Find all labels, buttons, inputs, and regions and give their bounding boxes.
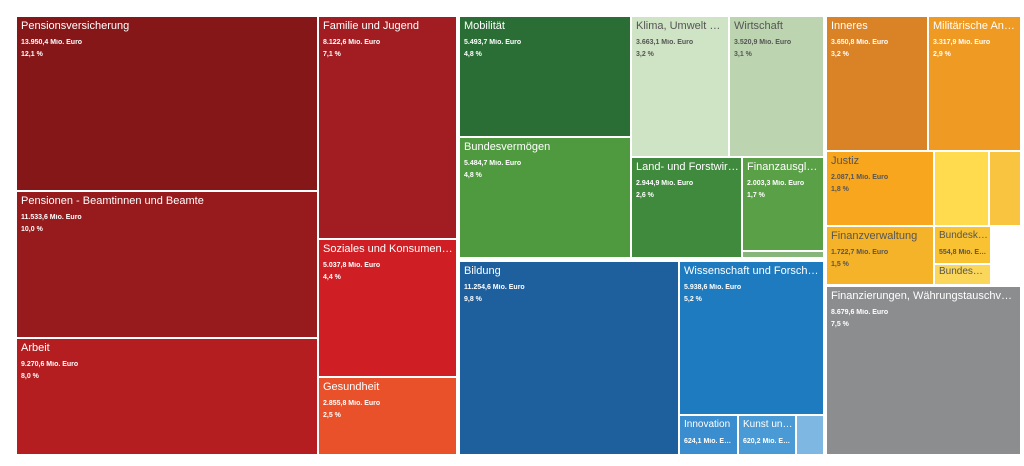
- treemap-tile[interactable]: Finanzierungen, Währungstauschverträge 8.…: [827, 287, 1020, 454]
- tile-value: 5.493,7 Mio. Euro: [464, 39, 522, 46]
- tile-value: 8.679,6 Mio. Euro: [831, 309, 889, 316]
- tile-percent: 4,8 %: [464, 51, 482, 58]
- tile-value: 11.254,6 Mio. Euro: [464, 284, 525, 291]
- tile-value: 2.087,1 Mio. Euro: [831, 174, 889, 181]
- tile-value: 620,2 Mio. Euro: [743, 438, 793, 445]
- tile-percent: 2,6 %: [636, 192, 654, 199]
- treemap-tile[interactable]: Wirtschaft 3.520,9 Mio. Euro 3,1 %: [730, 17, 823, 156]
- tile-value: 5.938,6 Mio. Euro: [684, 284, 742, 291]
- tile-label: Wissenschaft und Forschung: [684, 265, 821, 277]
- tile-value: 8.122,6 Mio. Euro: [323, 39, 381, 46]
- treemap-tile[interactable]: Soziales und Konsumentenschutz 5.037,8 Mi…: [319, 240, 456, 376]
- tile-label: Mobilität: [464, 20, 505, 32]
- tile-percent: 2,5 %: [323, 412, 341, 419]
- tile-value: 1.722,7 Mio. Euro: [831, 249, 889, 256]
- treemap-tile[interactable]: Mobilität 5.493,7 Mio. Euro 4,8 %: [460, 17, 630, 136]
- tile-percent: 3,1 %: [734, 51, 752, 58]
- tile-value: 554,8 Mio. Euro: [939, 249, 988, 256]
- tile-label: Klima, Umwelt und Energie: [636, 20, 726, 32]
- tile-label: Land- und Forstwirtschaft: [636, 161, 739, 173]
- tile-label: Familie und Jugend: [323, 20, 420, 32]
- treemap-tile[interactable]: Familie und Jugend 8.122,6 Mio. Euro 7,1 %: [319, 17, 456, 238]
- tile-percent: 9,8 %: [464, 296, 482, 303]
- tile-percent: 1,7 %: [747, 192, 765, 199]
- tile-label: Soziales und Konsumentenschutz: [323, 243, 454, 255]
- tile-label: Pensionsversicherung: [21, 20, 130, 32]
- tile-percent: 3,2 %: [831, 51, 849, 58]
- treemap-tile[interactable]: Justiz 2.087,1 Mio. Euro 1,8 %: [827, 152, 933, 225]
- tile-percent: 7,5 %: [831, 321, 849, 328]
- tile-label: Wirtschaft: [734, 20, 783, 32]
- treemap-tile[interactable]: Finanzausgleich 2.003,3 Mio. Euro 1,7 %: [743, 158, 823, 250]
- tile-value: 3.650,8 Mio. Euro: [831, 39, 889, 46]
- treemap-tile[interactable]: Pensionsversicherung 13.950,4 Mio. Euro 12…: [17, 17, 317, 190]
- tile-label: Gesundheit: [323, 381, 380, 393]
- treemap-tile[interactable]: Bildung 11.254,6 Mio. Euro 9,8 %: [460, 262, 678, 454]
- treemap-tile[interactable]: Militärische Angelegenheiten 3.317,9 Mio.…: [929, 17, 1020, 150]
- tile-percent: 5,2 %: [684, 296, 702, 303]
- tile-percent: 7,1 %: [323, 51, 341, 58]
- tile-value: 11.533,6 Mio. Euro: [21, 214, 82, 221]
- treemap-tile[interactable]: Innovation 624,1 Mio. Euro: [680, 416, 737, 454]
- tile-label: Pensionen - Beamtinnen und Beamte: [21, 195, 204, 207]
- treemap-tile[interactable]: Arbeit 9.270,6 Mio. Euro 8,0 %: [17, 339, 317, 454]
- tile-label: Inneres: [831, 20, 868, 32]
- treemap-tile[interactable]: Land- und Forstwirtschaft 2.944,9 Mio. Eu…: [632, 158, 741, 257]
- tile-percent: 1,8 %: [831, 186, 849, 193]
- treemap-tile[interactable]: Bundesvermögen 5.484,7 Mio. Euro 4,8 %: [460, 138, 630, 257]
- tile-percent: 8,0 %: [21, 373, 39, 380]
- tile-label: Bundesvermögen: [464, 141, 551, 153]
- treemap-tile[interactable]: Gesundheit 2.855,8 Mio. Euro 2,5 %: [319, 378, 456, 454]
- tile-value: 9.270,6 Mio. Euro: [21, 361, 79, 368]
- treemap-tile[interactable]: [743, 252, 823, 257]
- treemap-tile[interactable]: Bundesministerium: [935, 265, 990, 284]
- tile-label: Innovation: [684, 419, 731, 430]
- tile-percent: 2,9 %: [933, 51, 951, 58]
- tile-label: Bildung: [464, 265, 501, 277]
- tile-label: Finanzverwaltung: [831, 230, 918, 242]
- tile-percent: 1,5 %: [831, 261, 849, 268]
- tile-value: 3.317,9 Mio. Euro: [933, 39, 991, 46]
- tile-percent: 3,2 %: [636, 51, 654, 58]
- treemap-tile[interactable]: Finanzverwaltung 1.722,7 Mio. Euro 1,5 %: [827, 227, 933, 284]
- tile-value: 2.855,8 Mio. Euro: [323, 400, 381, 407]
- tile-label: Finanzierungen, Währungstauschverträge: [831, 290, 1018, 302]
- treemap-tile[interactable]: Bundeskanzleramt 554,8 Mio. Euro: [935, 227, 990, 263]
- tile-label: Kunst und Kultur: [743, 419, 793, 430]
- tile-label: Finanzausgleich: [747, 161, 821, 173]
- tile-label: Militärische Angelegenheiten: [933, 20, 1018, 32]
- tile-label: Bundesministerium: [939, 266, 988, 277]
- tile-value: 624,1 Mio. Euro: [684, 438, 735, 445]
- tile-percent: 12,1 %: [21, 51, 43, 58]
- tile-value: 3.520,9 Mio. Euro: [734, 39, 792, 46]
- treemap-tile[interactable]: Wissenschaft und Forschung 5.938,6 Mio. E…: [680, 262, 823, 414]
- tile-value: 5.037,8 Mio. Euro: [323, 262, 381, 269]
- treemap-tile[interactable]: Pensionen - Beamtinnen und Beamte 11.533,…: [17, 192, 317, 337]
- treemap-tile[interactable]: [990, 152, 1020, 225]
- tile-label: Justiz: [831, 155, 860, 167]
- tile-percent: 4,8 %: [464, 172, 482, 179]
- tile-percent: 4,4 %: [323, 274, 341, 281]
- tile-value: 2.003,3 Mio. Euro: [747, 180, 805, 187]
- tile-percent: 10,0 %: [21, 226, 43, 233]
- treemap-tile[interactable]: [935, 152, 988, 225]
- tile-value: 2.944,9 Mio. Euro: [636, 180, 694, 187]
- treemap-tile[interactable]: Inneres 3.650,8 Mio. Euro 3,2 %: [827, 17, 927, 150]
- tile-label: Arbeit: [21, 342, 50, 354]
- tile-label: Bundeskanzleramt: [939, 230, 988, 241]
- tile-value: 3.663,1 Mio. Euro: [636, 39, 694, 46]
- treemap-tile[interactable]: Kunst und Kultur 620,2 Mio. Euro: [739, 416, 795, 454]
- treemap-tile[interactable]: [797, 416, 823, 454]
- tile-value: 5.484,7 Mio. Euro: [464, 160, 522, 167]
- treemap-tile[interactable]: Klima, Umwelt und Energie 3.663,1 Mio. Eu…: [632, 17, 728, 156]
- tile-value: 13.950,4 Mio. Euro: [21, 39, 83, 46]
